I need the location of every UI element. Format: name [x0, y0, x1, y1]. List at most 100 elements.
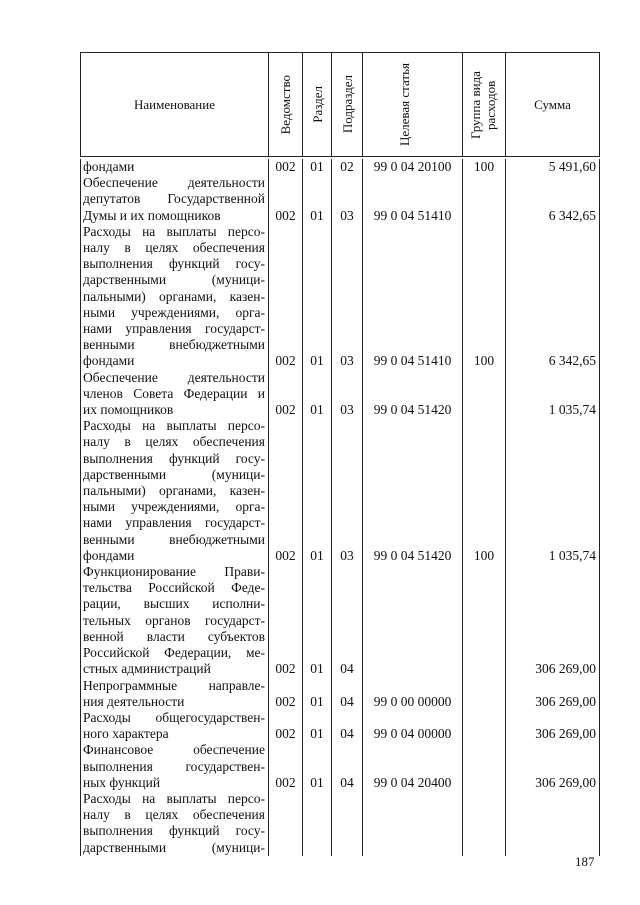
name-line: стных администраций [83, 661, 211, 677]
cell-tselevaya-statya: 99 0 04 20100 [362, 159, 462, 176]
cell-gruppa [462, 709, 505, 743]
cell-vedomstvo: 002 [268, 223, 302, 370]
cell-vedomstvo-value: 002 [275, 726, 296, 742]
name-line: венной власти субъектов [83, 628, 265, 644]
cell-tselevaya-statya-value: 99 0 04 20100 [373, 159, 452, 174]
cell-name: Обеспечение деятельности членов Совета Фе… [80, 369, 268, 419]
table-row: фондами 002 01 02 99 0 04 20100 100 5 491,60 [80, 159, 600, 176]
table-row: Непрограммные направле-ния деятельности 0… [80, 677, 600, 710]
cell-tselevaya-statya [362, 790, 462, 856]
cell-vedomstvo-value: 002 [275, 353, 296, 369]
cell-gruppa [462, 564, 505, 678]
name-line: Финансовое обеспечение [83, 742, 265, 758]
cell-razdel: 01 [302, 742, 331, 791]
cell-razdel-value: 01 [310, 159, 324, 174]
name-line: выполнения функций госу- [83, 256, 265, 272]
header-razdel-label: Раздел [309, 86, 325, 123]
name-line: членов Совета Федерации и [83, 385, 265, 401]
name-line: выполнения функций госу- [83, 450, 265, 466]
table-row: Расходы на выплаты персо-налу в целях об… [80, 790, 600, 856]
name-line: выполнения государствен- [83, 758, 265, 774]
cell-razdel-value: 01 [310, 693, 324, 709]
cell-podrazdel-value: 04 [340, 774, 354, 790]
cell-tselevaya-statya: 99 0 04 51410 [362, 223, 462, 370]
name-line: налу в целях обеспечения [83, 240, 265, 256]
cell-vedomstvo: 002 [268, 742, 302, 791]
cell-name: Расходы на выплаты персо-налу в целях об… [80, 790, 268, 856]
name-line: Расходы на выплаты персо- [83, 418, 265, 434]
name-line: Российской Федерации, ме- [83, 645, 265, 661]
budget-table: Наименование Ведомство Раздел Подраздел … [80, 52, 600, 856]
cell-gruppa [462, 677, 505, 710]
name-line: Непрограммные направле- [83, 677, 265, 693]
cell-podrazdel-value: 02 [340, 159, 354, 174]
cell-gruppa [462, 175, 505, 224]
name-line: Обеспечение деятельности [83, 175, 265, 191]
cell-vedomstvo-value: 002 [275, 661, 296, 677]
cell-name: Функционирование Прави-тельства Российск… [80, 564, 268, 678]
cell-tselevaya-statya-value: 99 0 04 51420 [373, 547, 452, 563]
name-line: Обеспечение деятельности [83, 369, 265, 385]
name-line: ных функций [83, 774, 161, 790]
cell-vedomstvo: 002 [268, 175, 302, 224]
cell-podrazdel: 04 [331, 742, 362, 791]
cell-vedomstvo: 002 [268, 369, 302, 419]
cell-razdel-value: 01 [310, 726, 324, 742]
cell-summa-value: 6 342,65 [548, 207, 596, 223]
name-line: Расходы на выплаты персо- [83, 223, 265, 239]
cell-summa: 306 269,00 [505, 677, 600, 710]
cell-name: Расходы общегосударствен-ного характера [80, 709, 268, 743]
header-gruppa-vida-raskhodov: Группа вида расходов [462, 53, 505, 156]
cell-name: Обеспечение деятельности депутатов Госуда… [80, 175, 268, 224]
table-row: Расходы общегосударствен-ного характера 0… [80, 709, 600, 743]
cell-tselevaya-statya: 99 0 04 20400 [362, 742, 462, 791]
name-line: тельства Российской Феде- [83, 580, 265, 596]
cell-podrazdel: 03 [331, 223, 362, 370]
cell-gruppa [462, 742, 505, 791]
cell-podrazdel: 04 [331, 709, 362, 743]
cell-podrazdel: 04 [331, 677, 362, 710]
name-line: дарственными (муници- [83, 466, 265, 482]
cell-summa: 1 035,74 [505, 418, 600, 565]
name-line: тельных органов государст- [83, 612, 265, 628]
name-line: рации, высших исполни- [83, 596, 265, 612]
table-row: Расходы на выплаты персо-налу в целях об… [80, 223, 600, 370]
table-header: Наименование Ведомство Раздел Подраздел … [80, 52, 600, 157]
cell-name: Финансовое обеспечение выполнения государ… [80, 742, 268, 791]
header-gruppa-label: Группа вида расходов [468, 70, 498, 139]
cell-summa [505, 790, 600, 856]
cell-gruppa: 100 [462, 159, 505, 176]
cell-tselevaya-statya: 99 0 04 51420 [362, 369, 462, 419]
name-line: Функционирование Прави- [83, 564, 265, 580]
cell-gruppa-value: 100 [473, 353, 495, 369]
cell-podrazdel-value: 03 [340, 547, 354, 563]
cell-tselevaya-statya-value: 99 0 04 00000 [373, 726, 452, 742]
name-line: пальными) органами, казен- [83, 288, 265, 304]
name-line: нами управления государст- [83, 515, 265, 531]
cell-tselevaya-statya: 99 0 04 00000 [362, 709, 462, 743]
header-podrazdel: Подраздел [331, 53, 362, 156]
name-line: Расходы на выплаты персо- [83, 790, 265, 806]
cell-gruppa [462, 369, 505, 419]
cell-gruppa-value: 100 [473, 159, 495, 174]
cell-razdel: 01 [302, 564, 331, 678]
cell-summa: 5 491,60 [505, 159, 600, 176]
name-line: их помощников [83, 402, 174, 418]
cell-razdel-value: 01 [310, 774, 324, 790]
cell-razdel-value: 01 [310, 207, 324, 223]
cell-podrazdel-value: 04 [340, 726, 354, 742]
cell-tselevaya-statya-value: 99 0 00 00000 [373, 693, 452, 709]
table-row: Расходы на выплаты персо-налу в целях об… [80, 418, 600, 565]
name-line: венными внебюджетными [83, 337, 265, 353]
header-vedomstvo-label: Ведомство [278, 74, 293, 135]
cell-podrazdel: 03 [331, 369, 362, 419]
name-line: налу в целях обеспечения [83, 807, 265, 823]
header-name: Наименование [80, 53, 268, 156]
header-vedomstvo: Ведомство [268, 53, 302, 156]
cell-razdel: 01 [302, 369, 331, 419]
cell-name: Расходы на выплаты персо-налу в целях об… [80, 418, 268, 565]
cell-podrazdel: 04 [331, 564, 362, 678]
name-line: ного характера [83, 726, 169, 742]
table-row: Функционирование Прави-тельства Российск… [80, 564, 600, 678]
header-podrazdel-label: Подраздел [339, 75, 355, 134]
